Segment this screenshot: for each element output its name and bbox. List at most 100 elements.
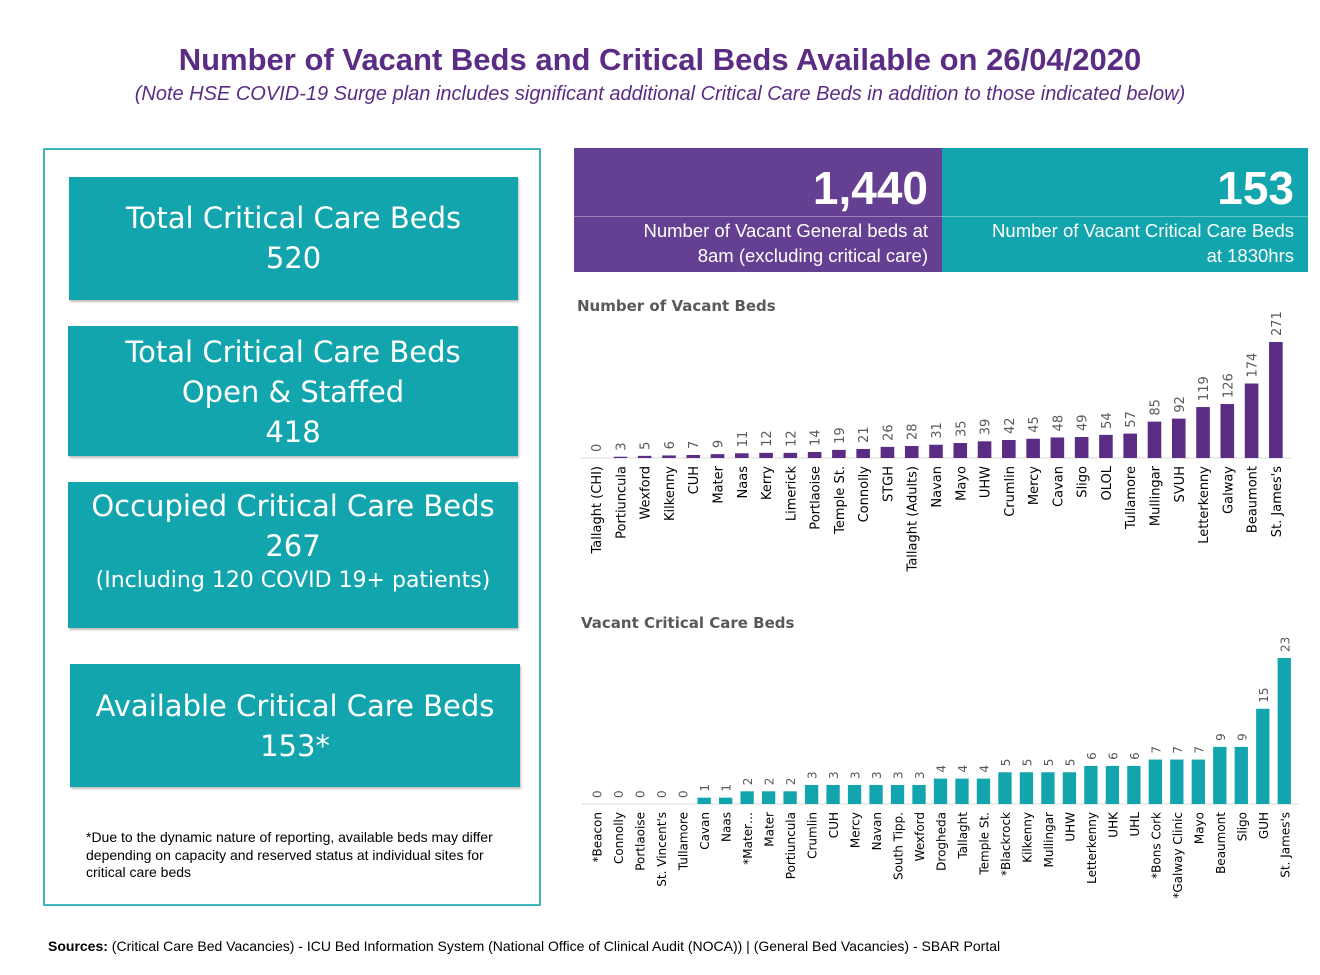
availability-footnote: *Due to the dynamic nature of reporting,…	[86, 829, 493, 880]
bar	[977, 441, 992, 458]
bar	[1026, 438, 1040, 458]
bar	[807, 452, 822, 458]
bar	[613, 456, 628, 458]
category-label: Wexford	[639, 466, 654, 519]
occupied-card: Occupied Critical Care Beds 267 (Includi…	[68, 482, 518, 628]
data-label: 5	[639, 442, 654, 450]
category-label: Tullamore	[1124, 466, 1139, 530]
open-staffed-card: Total Critical Care Beds Open & Staffed …	[68, 326, 518, 456]
card-label: Total Critical Care Beds	[125, 335, 461, 369]
data-label: 271	[1270, 311, 1285, 336]
sources-text: (Critical Care Bed Vacancies) - ICU Bed …	[107, 938, 1001, 954]
category-label: Navan	[930, 466, 945, 508]
category-label: STGH	[881, 466, 896, 502]
bar	[953, 443, 968, 458]
bar	[904, 446, 919, 458]
category-label: Naas	[736, 466, 751, 499]
bar	[662, 455, 676, 458]
data-label: 119	[1197, 376, 1212, 401]
data-label: 48	[1051, 415, 1066, 432]
category-label: OLOL	[1100, 465, 1115, 500]
category-label: SVUH	[1173, 466, 1188, 502]
data-label: 14	[809, 429, 824, 446]
data-label: 42	[1003, 417, 1018, 434]
kpi-critical-beds: 153 Number of Vacant Critical Care Beds …	[942, 148, 1308, 272]
page-title: Number of Vacant Beds and Critical Beds …	[178, 42, 1142, 77]
bar	[686, 455, 701, 458]
data-label: 0	[590, 444, 605, 452]
data-label: 92	[1173, 396, 1188, 413]
category-label: Kilkenny	[663, 466, 678, 521]
critical-care-summary-panel	[43, 148, 541, 906]
data-label: 6	[663, 441, 678, 449]
data-label: 9	[712, 440, 727, 448]
card-value: 153*	[260, 729, 330, 763]
card-value: 267	[265, 529, 321, 563]
kpi-divider	[574, 216, 942, 217]
category-label: Mayo	[954, 466, 969, 501]
category-label: Portlaoise	[809, 466, 824, 530]
category-label: Mullingar	[1148, 465, 1163, 526]
category-label: Tallaght (CHI)	[590, 466, 605, 555]
data-label: 39	[979, 419, 994, 436]
data-label: 3	[614, 442, 629, 450]
bar	[856, 449, 870, 458]
bar	[734, 453, 749, 458]
data-label: 12	[760, 430, 775, 447]
sources-line: Sources: (Critical Care Bed Vacancies) -…	[48, 938, 1000, 954]
card-value: 520	[265, 241, 322, 275]
card-value: 418	[265, 415, 321, 449]
data-label: 45	[1027, 416, 1042, 433]
data-label: 7	[687, 441, 702, 449]
data-label: 28	[906, 423, 921, 440]
data-label: 35	[954, 420, 969, 437]
category-label: Sligo	[1076, 466, 1091, 498]
category-label: Galway	[1221, 466, 1236, 514]
category-label: Cavan	[1051, 466, 1066, 507]
kpi-description: Number of Vacant Critical Care Beds at 1…	[992, 218, 1294, 268]
bar	[710, 454, 725, 458]
card-label: Available Critical Care Beds	[95, 689, 495, 723]
category-label: St. James's	[1270, 466, 1285, 537]
bar	[1244, 383, 1259, 458]
kpi-divider	[942, 216, 1308, 217]
bar	[1074, 437, 1089, 458]
kpi-description-line: Number of Vacant General beds at	[643, 220, 928, 241]
bar	[759, 452, 773, 458]
bar	[1171, 418, 1186, 458]
bar	[880, 446, 895, 458]
bar	[1002, 440, 1016, 458]
kpi-description-line: Number of Vacant Critical Care Beds	[992, 220, 1294, 241]
category-label: Temple St.	[833, 466, 848, 535]
bar	[1147, 421, 1162, 458]
data-label: 31	[930, 422, 945, 439]
data-label: 54	[1100, 412, 1115, 429]
vacant-critical-chart-title: Vacant Critical Care Beds	[581, 614, 795, 632]
bar	[1220, 404, 1235, 458]
card-label: Occupied Critical Care Beds	[91, 489, 495, 523]
card-sublabel: Open & Staffed	[181, 375, 405, 409]
data-label: 11	[736, 431, 751, 448]
data-label: 57	[1124, 411, 1139, 428]
card-note: (Including 120 COVID 19+ patients)	[95, 568, 491, 593]
kpi-general-beds: 1,440 Number of Vacant General beds at 8…	[574, 148, 942, 272]
data-label: 19	[833, 427, 848, 444]
data-label: 26	[881, 424, 896, 441]
kpi-value: 1,440	[812, 162, 928, 214]
kpi-description-line: at 1830hrs	[1206, 245, 1294, 266]
data-label: 85	[1148, 399, 1163, 416]
category-label: Tallaght (Adults)	[906, 466, 921, 572]
total-critical-care-card: Total Critical Care Beds 520	[69, 177, 518, 300]
category-label: Mercy	[1027, 466, 1042, 505]
data-label: 21	[857, 426, 872, 443]
bar	[783, 452, 798, 458]
data-label: 12	[784, 430, 799, 447]
category-label: Limerick	[784, 466, 799, 522]
sources-label: Sources:	[48, 938, 108, 954]
category-label: Kerry	[760, 466, 775, 500]
kpi-description: Number of Vacant General beds at 8am (ex…	[643, 218, 928, 268]
kpi-value: 153	[1217, 162, 1294, 214]
bar	[1123, 433, 1138, 458]
data-label: 126	[1221, 373, 1236, 398]
